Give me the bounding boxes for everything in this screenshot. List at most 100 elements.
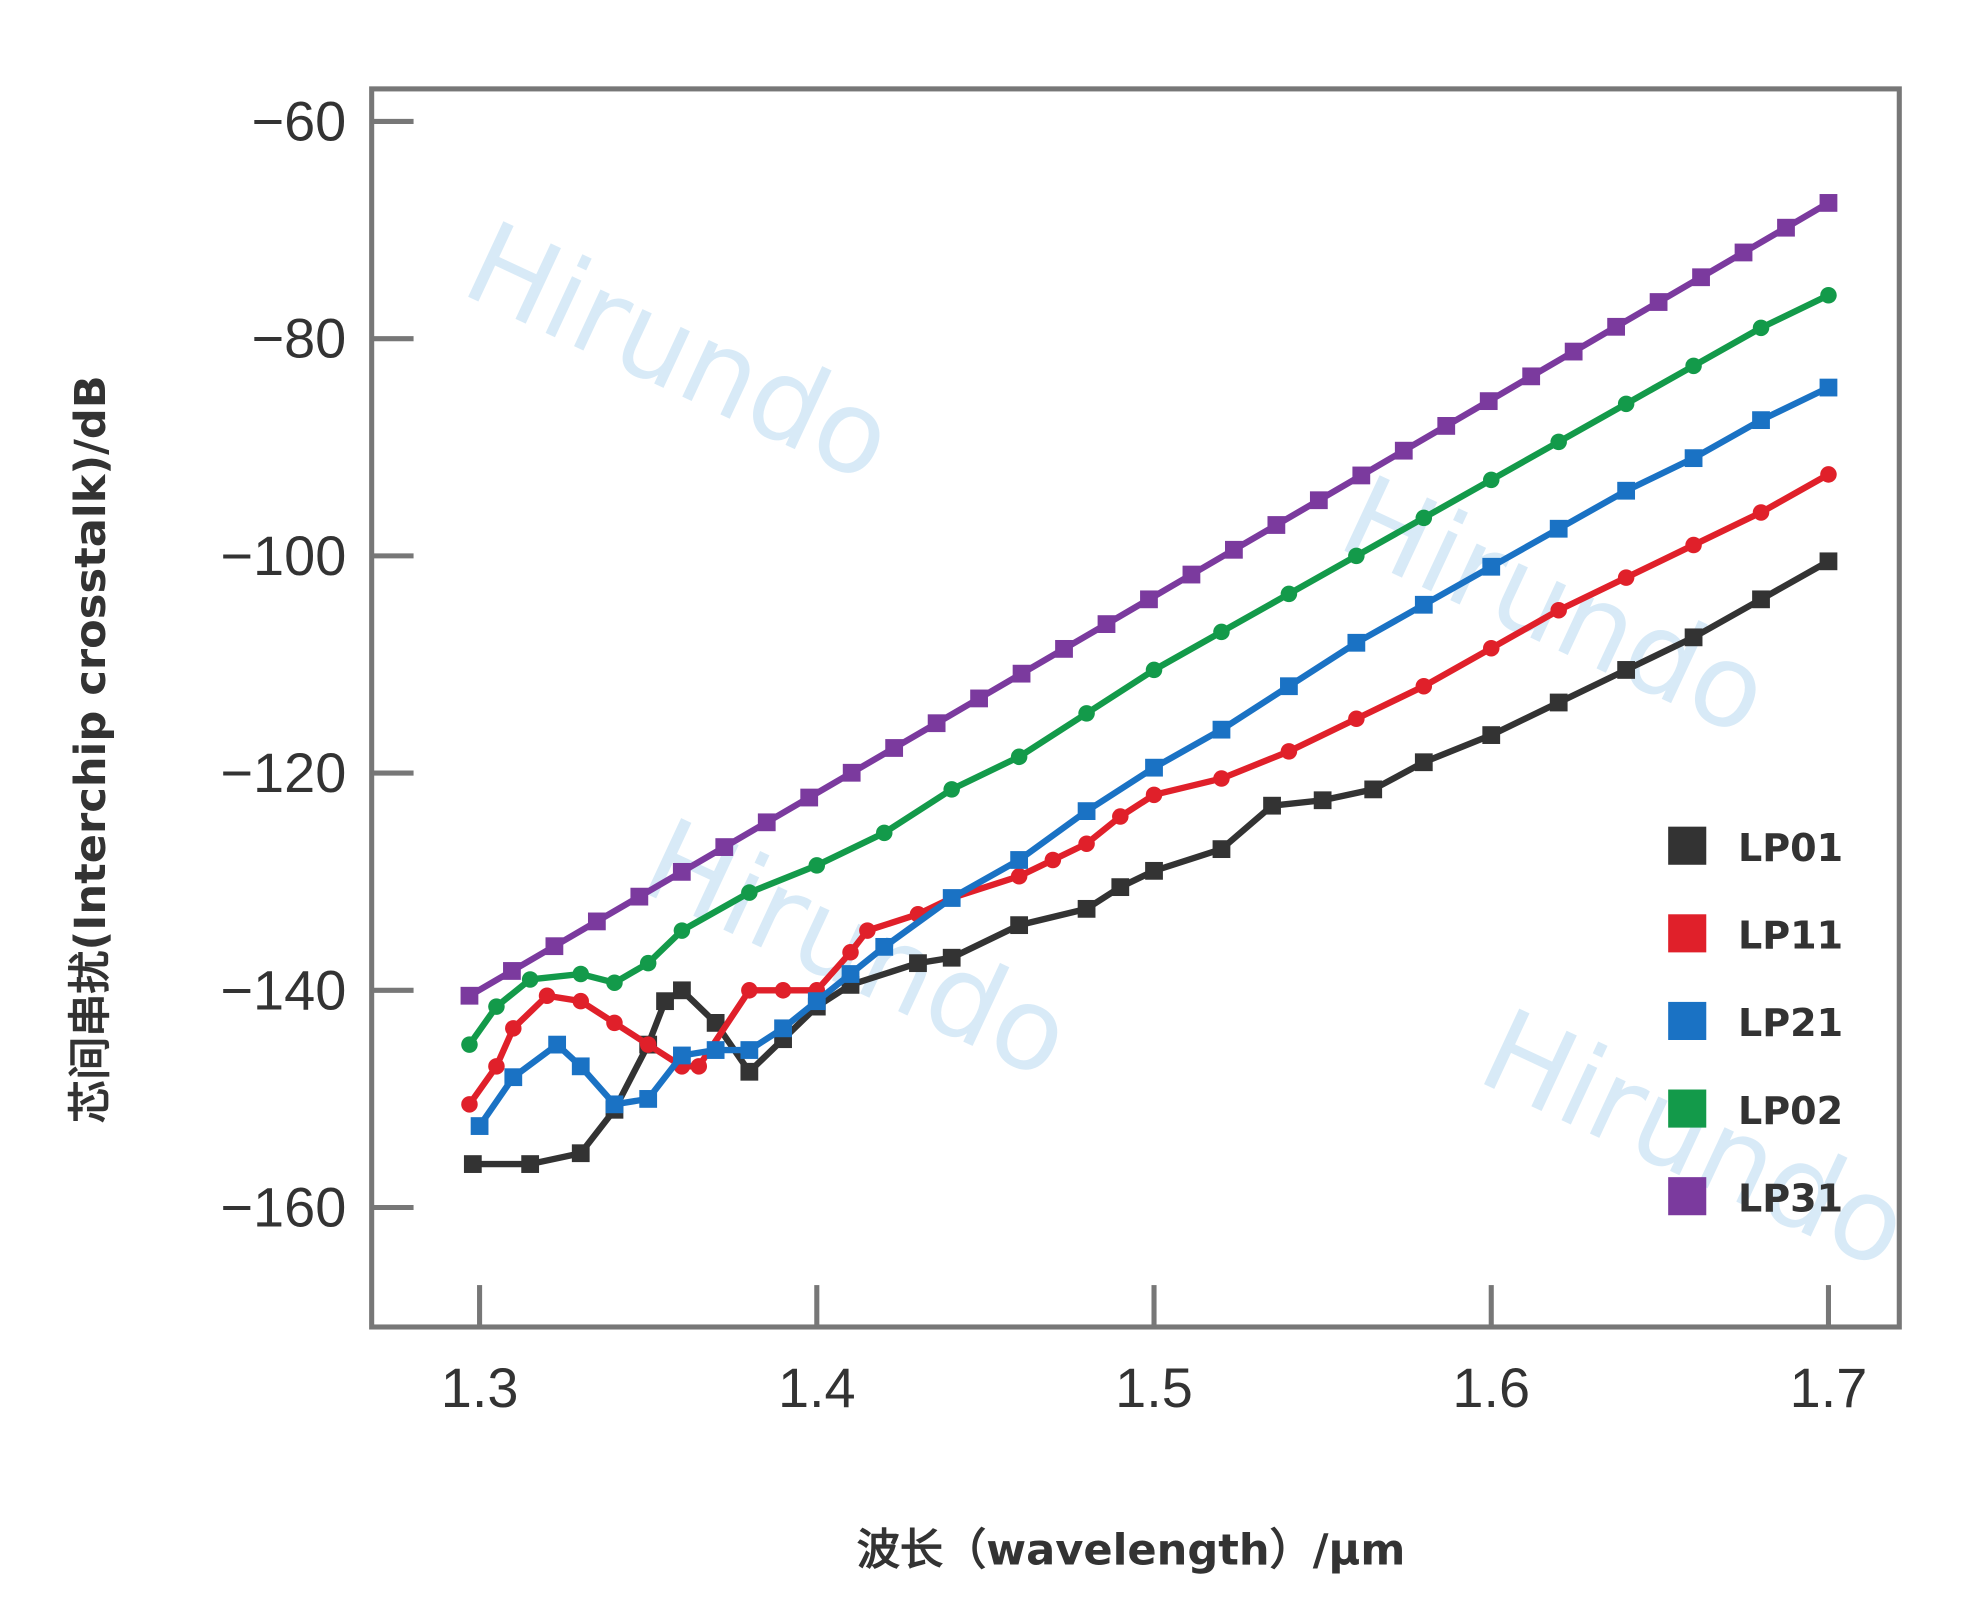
data-point: [639, 1036, 657, 1053]
data-point: [1347, 633, 1366, 652]
series-lp01: [463, 552, 1838, 1173]
x-tick-label: 1.4: [778, 1356, 856, 1419]
data-point: [942, 889, 961, 907]
legend-item-lp02: LP02: [1668, 1089, 1843, 1133]
data-point: [808, 857, 826, 874]
data-point: [1684, 628, 1703, 647]
data-point: [740, 1062, 759, 1081]
data-point: [1364, 780, 1383, 799]
data-point: [1212, 840, 1231, 859]
data-point: [1649, 293, 1668, 311]
data-point: [606, 974, 623, 991]
data-point: [1820, 286, 1837, 304]
series-lp11: [461, 466, 1837, 1113]
data-point: [1820, 466, 1837, 483]
plot-frame: [369, 86, 1902, 1330]
data-point: [1734, 243, 1753, 262]
data-point: [842, 944, 859, 961]
data-point: [1482, 557, 1501, 576]
data-point: [1819, 378, 1838, 397]
legend-swatch: [1668, 826, 1707, 865]
data-point: [1182, 565, 1201, 584]
data-point: [740, 1041, 759, 1059]
data-point: [1348, 547, 1365, 565]
data-point: [1078, 835, 1095, 852]
data-point: [571, 1057, 590, 1076]
data-point: [885, 739, 904, 757]
y-tick-label: −120: [220, 741, 346, 804]
data-point: [1684, 449, 1703, 468]
data-point: [1212, 720, 1231, 739]
data-point: [538, 987, 556, 1004]
legend-item-lp31: LP31: [1668, 1176, 1843, 1220]
data-point: [1752, 411, 1770, 430]
data-point: [1482, 471, 1500, 489]
data-point: [1309, 491, 1328, 510]
data-point: [943, 781, 960, 798]
data-point: [1263, 796, 1281, 815]
data-point: [1550, 601, 1567, 619]
legend-label: LP02: [1738, 1089, 1843, 1133]
data-point: [1819, 552, 1838, 571]
data-point: [630, 887, 649, 906]
data-point: [690, 1058, 708, 1075]
x-tick-label: 1.3: [441, 1356, 519, 1419]
data-point: [1078, 705, 1095, 722]
data-point: [503, 962, 521, 980]
data-point: [1055, 639, 1073, 658]
legend-swatch: [1668, 1177, 1707, 1216]
data-point: [1607, 317, 1626, 336]
data-point: [800, 788, 819, 807]
data-point: [461, 1096, 478, 1113]
data-point: [1012, 664, 1031, 683]
series-lp31: [460, 194, 1838, 1005]
data-point: [1752, 590, 1770, 609]
data-point: [1414, 595, 1433, 614]
data-point: [1044, 851, 1062, 869]
data-point: [1280, 677, 1298, 696]
data-point: [470, 1117, 489, 1135]
legend-item-lp01: LP01: [1668, 826, 1843, 870]
series-lp02: [461, 286, 1837, 1053]
legend: LP01 LP11 LP21 LP02 LP31: [1668, 826, 1843, 1220]
data-point: [1414, 753, 1433, 772]
data-point: [875, 937, 894, 956]
data-point: [1564, 342, 1583, 361]
data-point: [1549, 519, 1568, 538]
data-point: [1617, 395, 1635, 413]
y-tick-label: −160: [220, 1176, 346, 1239]
data-point: [1685, 536, 1702, 554]
data-point: [545, 937, 564, 956]
data-point: [1145, 661, 1163, 679]
data-point: [587, 912, 606, 931]
legend-swatch: [1668, 1089, 1707, 1128]
data-point: [875, 824, 893, 842]
data-point: [461, 1036, 478, 1053]
y-tick-label: −60: [252, 90, 347, 153]
data-point: [1437, 417, 1456, 435]
data-point: [548, 1035, 567, 1054]
data-point: [1077, 899, 1096, 918]
data-point: [1280, 585, 1298, 603]
data-point: [1752, 504, 1770, 521]
data-point: [942, 948, 961, 967]
data-point: [1394, 441, 1413, 460]
data-point: [505, 1020, 522, 1037]
legend-label: LP31: [1738, 1176, 1843, 1220]
data-point: [673, 922, 691, 939]
data-point: [1010, 916, 1029, 935]
data-point: [521, 1155, 540, 1173]
data-point: [1213, 623, 1230, 641]
data-point: [1280, 743, 1298, 760]
data-point: [842, 763, 861, 782]
legend-swatch: [1668, 1001, 1707, 1040]
data-point: [970, 689, 988, 708]
x-tick-label: 1.7: [1790, 1356, 1868, 1419]
data-point: [673, 1046, 691, 1065]
data-point: [572, 965, 589, 983]
x-tick-label: 1.6: [1452, 1356, 1530, 1419]
data-point: [1140, 590, 1158, 609]
data-point: [488, 998, 505, 1015]
data-point: [1010, 851, 1029, 869]
